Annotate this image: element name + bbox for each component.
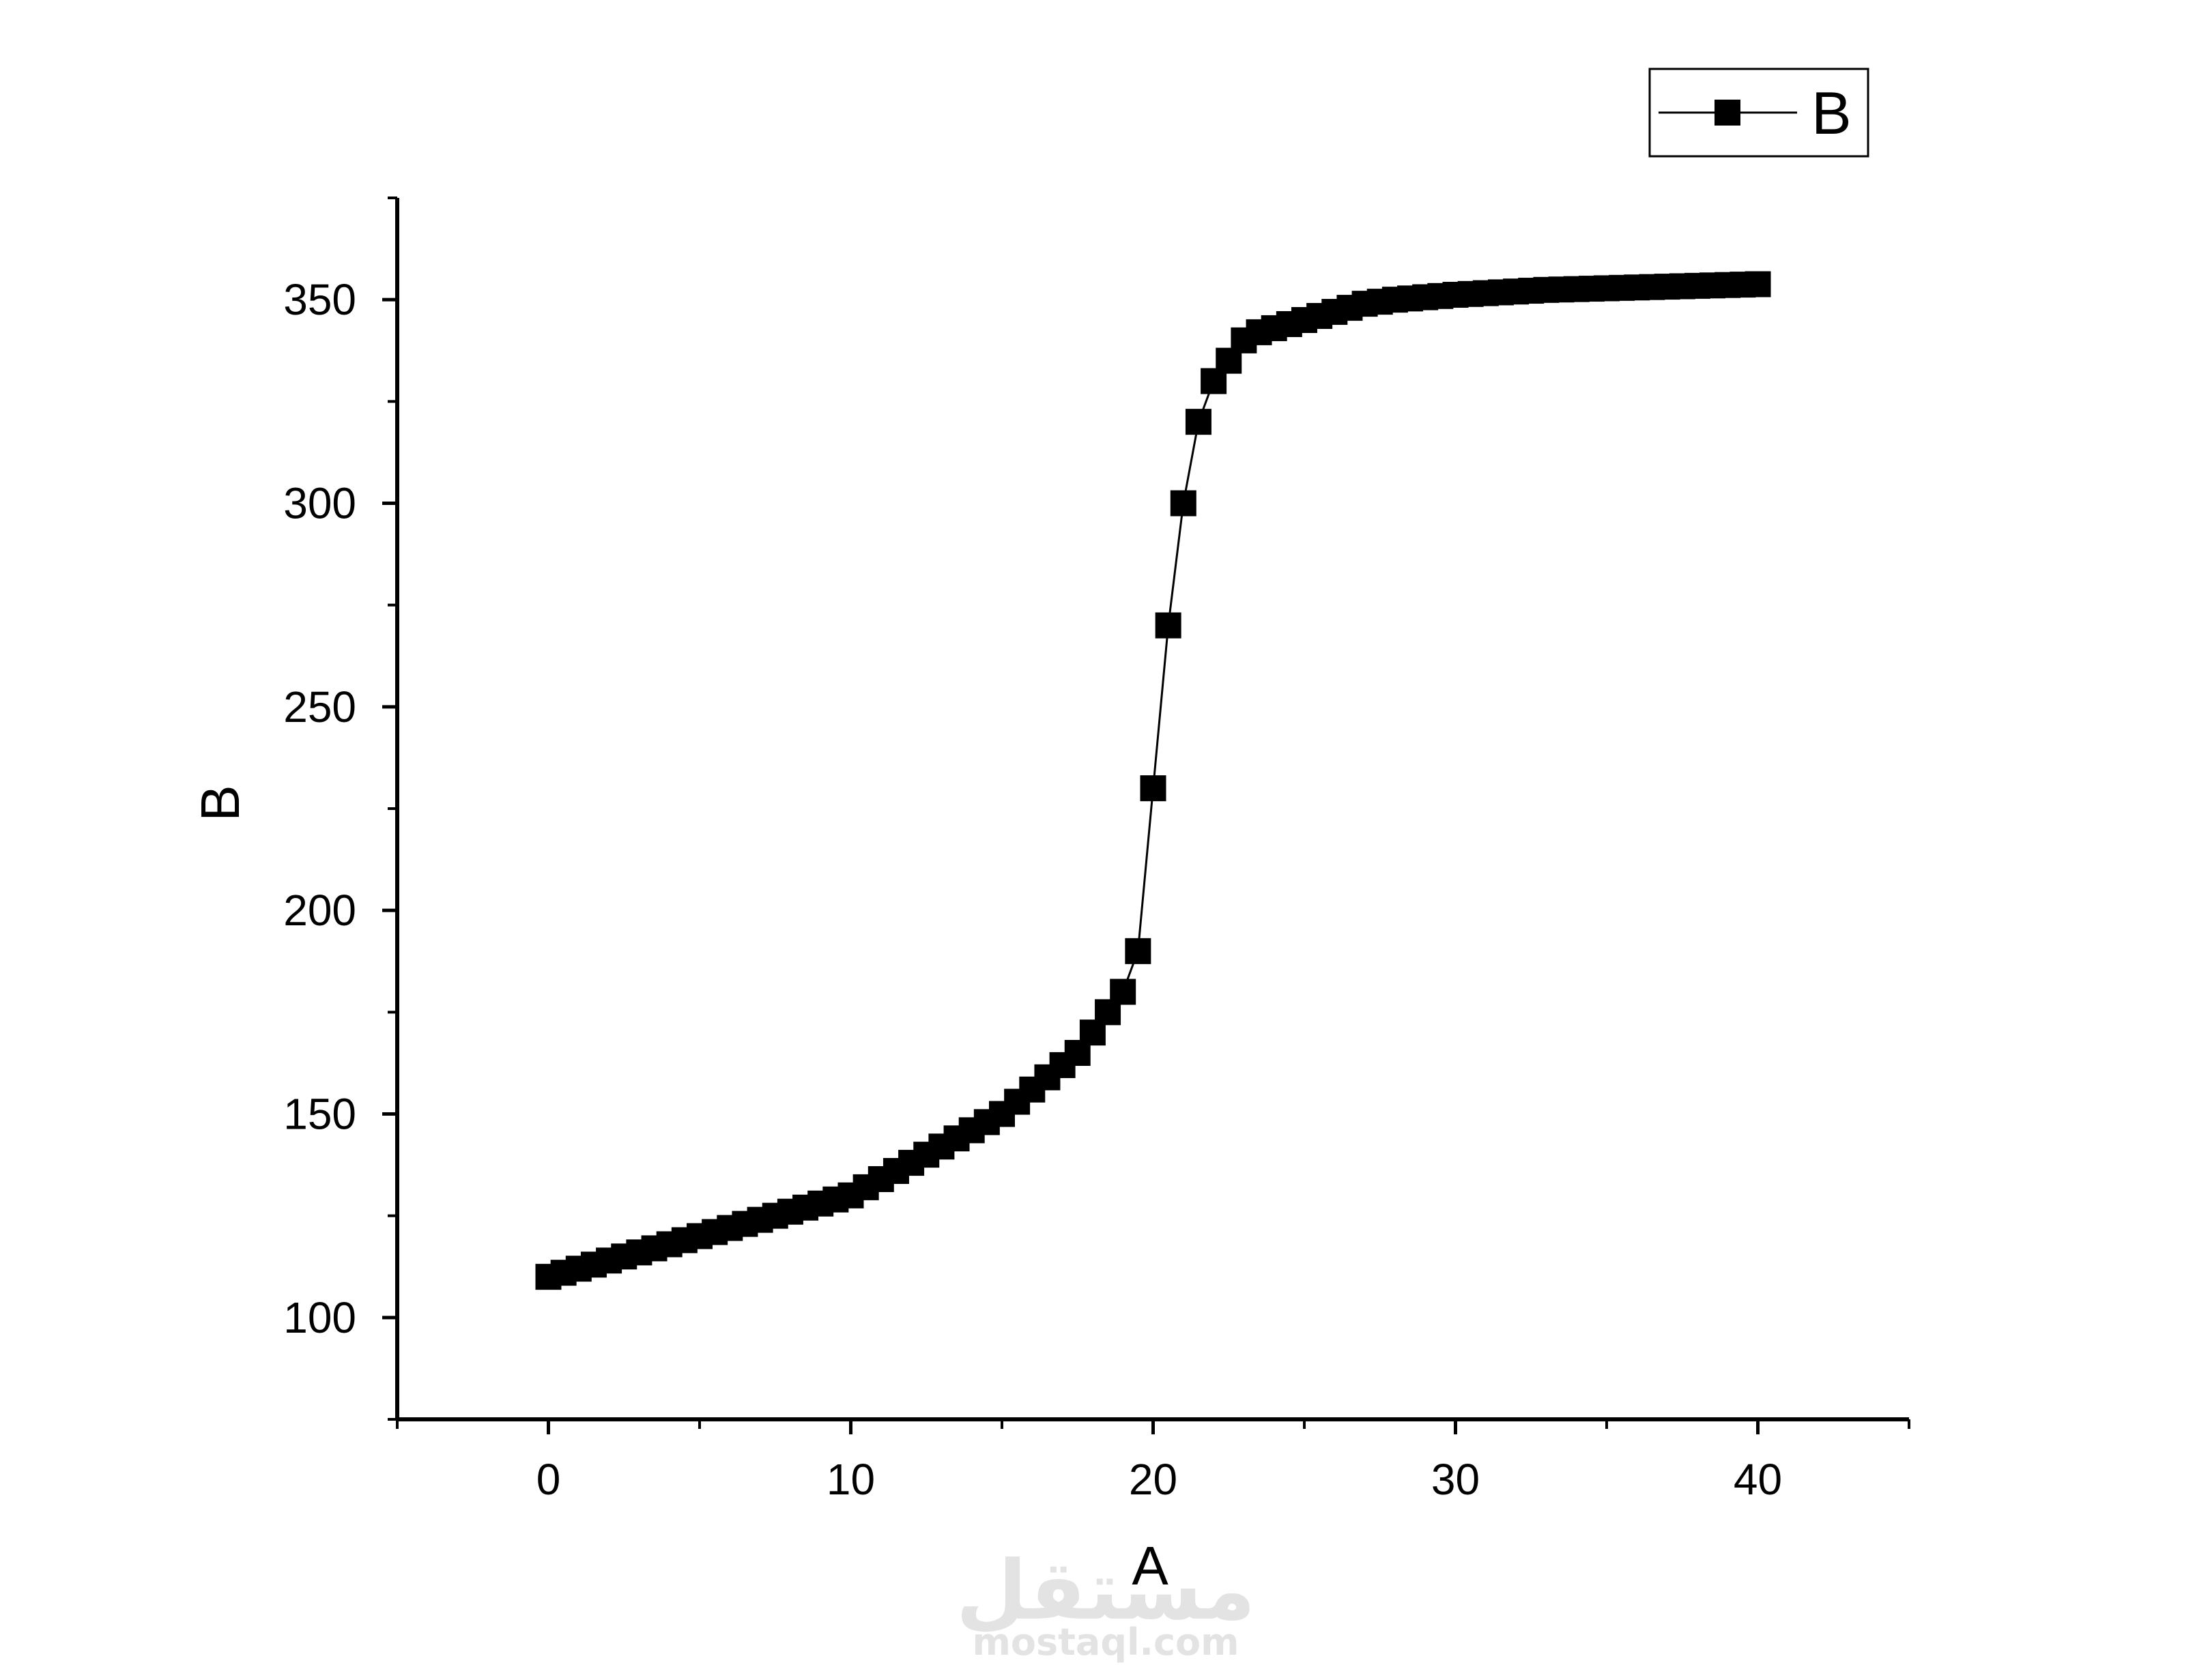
data-point bbox=[1125, 938, 1151, 964]
y-ticks: 100 150 200 250 300 350 bbox=[283, 197, 397, 1421]
watermark-logo-arabic: مستقل bbox=[956, 1544, 1256, 1638]
legend-marker-sample bbox=[1715, 100, 1740, 126]
x-axis: 0 10 20 30 40 bbox=[396, 1417, 1910, 1504]
y-tick-label: 100 bbox=[283, 1293, 356, 1342]
legend: B bbox=[1648, 68, 1869, 158]
data-point bbox=[1110, 979, 1136, 1005]
x-axis-title: A bbox=[1132, 1535, 1168, 1596]
data-point bbox=[1185, 409, 1211, 435]
x-tick-label: 0 bbox=[536, 1455, 561, 1504]
y-tick-label: 150 bbox=[283, 1090, 356, 1139]
y-tick-label: 300 bbox=[283, 479, 356, 528]
data-point bbox=[1155, 612, 1181, 639]
x-tick-label: 40 bbox=[1734, 1455, 1782, 1504]
legend-label: B bbox=[1811, 79, 1852, 147]
y-axis-title: B bbox=[190, 785, 250, 821]
data-point bbox=[1745, 271, 1771, 298]
y-axis: 100 150 200 250 300 350 bbox=[283, 197, 399, 1421]
data-point bbox=[1140, 775, 1166, 802]
watermark-text: mostaql.com bbox=[973, 1621, 1239, 1664]
series-markers bbox=[535, 271, 1771, 1290]
x-ticks: 0 10 20 30 40 bbox=[396, 1419, 1910, 1504]
y-tick-label: 200 bbox=[283, 886, 356, 935]
watermark: مستقل mostaql.com bbox=[956, 1544, 1256, 1664]
y-tick-label: 350 bbox=[283, 275, 356, 324]
x-tick-label: 10 bbox=[827, 1455, 875, 1504]
series-b bbox=[535, 271, 1771, 1290]
x-tick-label: 20 bbox=[1129, 1455, 1177, 1504]
data-point bbox=[1170, 490, 1196, 517]
y-tick-label: 250 bbox=[283, 682, 356, 732]
x-tick-label: 30 bbox=[1431, 1455, 1480, 1504]
